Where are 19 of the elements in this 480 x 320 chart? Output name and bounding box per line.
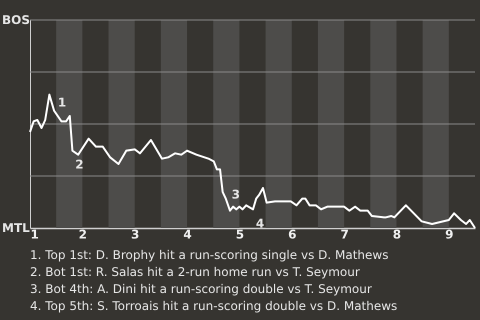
x-tick-label: 1 xyxy=(30,228,39,242)
text: 4. Top 5th: S. Torroais hit a run-scoring double vs D. Mathews xyxy=(30,298,398,315)
x-tick-label: 7 xyxy=(340,228,349,242)
annotation: 4 xyxy=(256,216,264,230)
x-tick-label: 2 xyxy=(78,228,88,242)
x-tick-label: 6 xyxy=(288,228,296,242)
x-tick-label: 8 xyxy=(392,228,402,242)
text: 2. Bot 1st: R. Salas hit a 2-run home run vs T. Seymour xyxy=(30,264,361,281)
x-tick-label: 5 xyxy=(236,228,244,242)
text: MTL xyxy=(2,221,30,235)
annotation: 2 xyxy=(75,158,84,172)
x-tick-label: 3 xyxy=(131,228,140,242)
x-tick-label: 4 xyxy=(183,228,192,242)
text: 3. Bot 4th: A. Dini hit a run-scoring double vs T. Seymour xyxy=(30,281,373,298)
annotation: 1 xyxy=(58,96,66,110)
text: 1. Top 1st: D. Brophy hit a run-scoring single vs D. Mathews xyxy=(30,247,390,264)
text: BOS xyxy=(2,13,30,27)
x-tick-label: 9 xyxy=(445,228,454,242)
annotation: 3 xyxy=(232,188,240,202)
